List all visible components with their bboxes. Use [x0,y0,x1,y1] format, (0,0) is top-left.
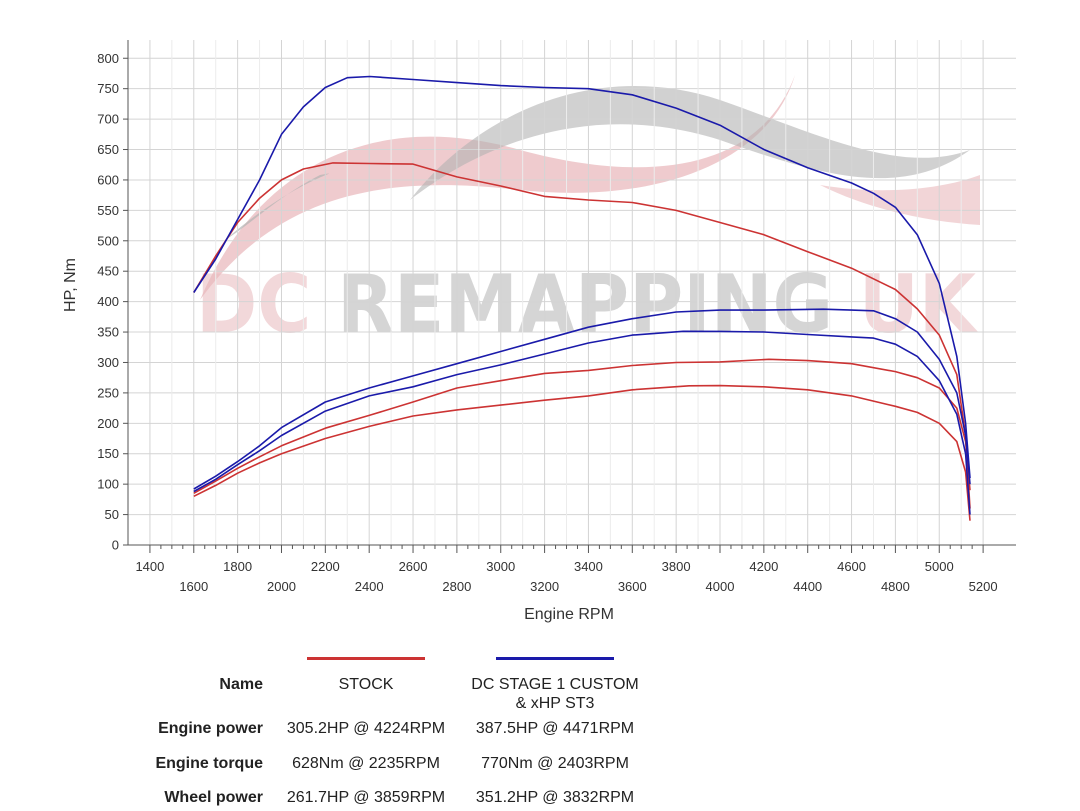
series-line-stage1-wheel [193,330,971,515]
x-tick-label: 3400 [574,559,603,574]
chart-series [193,75,971,521]
y-tick-label: 450 [97,264,119,279]
row-stock-engine-torque: 628Nm @ 2235RPM [292,755,440,772]
y-tick-label: 800 [97,51,119,66]
stage1-name-line1: DC STAGE 1 CUSTOM [471,676,639,693]
x-tick-label: 4800 [881,579,910,594]
row-label-engine-power: Engine power [158,720,263,737]
x-tick-label: 1800 [223,559,252,574]
y-tick-label: 500 [97,233,119,248]
legend-line-stock [307,657,425,660]
watermark-text: DC REMAPPING UK [196,258,979,351]
y-tick-label: 150 [97,446,119,461]
x-tick-label: 3800 [662,559,691,574]
y-tick-label: 400 [97,294,119,309]
x-tick-label: 2400 [355,579,384,594]
x-axis-ticks: 1400 1800 2200 2600 3000 3400 3800 4200 4600 5000… [135,545,998,594]
y-axis-ticks: 0 50 100 150 200 250 300 350 400 450 500 550 600 650 7… [97,51,128,553]
watermark-text-uk: UK [859,258,979,351]
row-label-wheel-power: Wheel power [164,789,263,806]
name-header: Name [219,676,263,693]
y-tick-label: 550 [97,203,119,218]
y-tick-label: 250 [97,385,119,400]
row-stage1-wheel-power: 351.2HP @ 3832RPM [475,789,635,806]
x-axis-title: Engine RPM [524,606,614,623]
stage1-name-line2: & xHP ST3 [515,695,595,712]
x-tick-label: 4000 [706,579,735,594]
y-tick-label: 0 [112,538,119,553]
x-tick-label: 3000 [486,559,515,574]
stock-name: STOCK [338,676,394,693]
y-tick-label: 700 [97,112,119,127]
y-tick-label: 350 [97,325,119,340]
series-line-stock-torque [193,162,971,509]
x-tick-label: 5200 [969,579,998,594]
y-tick-label: 100 [97,477,119,492]
y-axis-title: HP, Nm [62,258,79,312]
row-label-engine-torque: Engine torque [155,755,263,772]
x-tick-label: 3600 [618,579,647,594]
x-tick-label: 5000 [925,559,954,574]
row-stage1-engine-torque: 770Nm @ 2403RPM [481,755,629,772]
watermark-swoosh-red [200,75,795,300]
x-tick-label: 1600 [179,579,208,594]
chart-axes [127,40,1016,546]
x-tick-label: 4400 [793,579,822,594]
x-tick-label: 2000 [267,579,296,594]
summary-table: Name STOCK DC STAGE 1 CUSTOM & xHP ST3 E… [0,650,1080,811]
watermark-swoosh-red-right [820,175,980,225]
row-stage1-engine-power: 387.5HP @ 4471RPM [475,720,635,737]
series-line-stage1-power [193,308,971,490]
x-tick-label: 2200 [311,559,340,574]
x-tick-label: 4600 [837,559,866,574]
y-tick-label: 750 [97,81,119,96]
x-tick-label: 1400 [135,559,164,574]
watermark-text-dc: DC [196,258,337,351]
series-line-stock-wheel [193,384,971,521]
x-tick-label: 4200 [749,559,778,574]
y-tick-label: 200 [97,416,119,431]
series-line-stock-power [193,358,971,494]
series-line-stage1-torque [193,75,971,479]
row-stock-engine-power: 305.2HP @ 4224RPM [286,720,446,737]
y-tick-label: 650 [97,142,119,157]
row-stock-wheel-power: 261.7HP @ 3859RPM [286,789,446,806]
legend-line-stage1 [496,657,614,660]
y-tick-label: 300 [97,355,119,370]
y-tick-label: 50 [105,507,119,522]
y-tick-label: 600 [97,172,119,187]
x-tick-label: 3200 [530,579,559,594]
dyno-chart: DC REMAPPING UK 1400 1800 2200 2600 3000 3400… [62,40,1016,623]
watermark-text-remapping: REMAPPING [337,258,859,351]
x-tick-label: 2800 [442,579,471,594]
x-tick-label: 2600 [399,559,428,574]
